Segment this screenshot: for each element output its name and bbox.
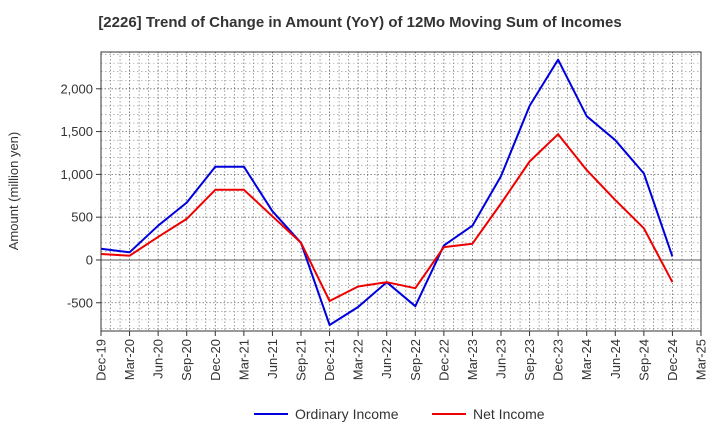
- chart-title: [2226] Trend of Change in Amount (YoY) o…: [98, 14, 622, 31]
- x-tick-label: Jun-24: [608, 339, 623, 379]
- y-tick-labels: -500 0 500 1,000 1,500 2,000: [60, 81, 101, 310]
- series-line-net-income: [100, 133, 674, 302]
- series-lines: [100, 58, 674, 326]
- x-tick-label: Jun-21: [265, 339, 280, 379]
- x-tick-label: Dec-22: [436, 339, 451, 381]
- x-tick-label: Sep-24: [636, 339, 651, 381]
- y-tick-label: 1,000: [60, 167, 93, 182]
- x-tick-label: Mar-22: [351, 339, 366, 380]
- x-tick-label: Sep-22: [408, 339, 423, 381]
- y-axis-label: Amount (million yen): [6, 132, 21, 251]
- legend-label-net-income: Net Income: [473, 406, 545, 422]
- plot-frame: [100, 51, 702, 332]
- x-tick-label: Sep-21: [294, 339, 309, 381]
- x-tick-label: Dec-19: [94, 339, 109, 381]
- x-tick-label: Dec-24: [665, 339, 680, 381]
- x-tick-label: Dec-23: [551, 339, 566, 381]
- x-tick-label: Mar-24: [579, 339, 594, 380]
- x-tick-label: Sep-20: [179, 339, 194, 381]
- x-tick-label: Dec-21: [322, 339, 337, 381]
- x-tick-label: Mar-25: [694, 339, 709, 380]
- y-tick-label: 500: [71, 210, 93, 225]
- x-tick-label: Jun-22: [379, 339, 394, 379]
- x-tick-labels: Dec-19 Mar-20 Jun-20 Sep-20 Dec-20 Mar-21 Jun-…: [94, 331, 709, 381]
- x-tick-label: Jun-20: [151, 339, 166, 379]
- legend: Ordinary Income Net Income: [254, 406, 545, 422]
- grid: [100, 52, 702, 331]
- x-tick-label: Jun-23: [494, 339, 509, 379]
- legend-label-ordinary-income: Ordinary Income: [295, 406, 399, 422]
- x-tick-label: Dec-20: [208, 339, 223, 381]
- y-tick-label: 0: [86, 252, 93, 267]
- y-tick-label: 2,000: [60, 81, 93, 96]
- x-tick-label: Sep-23: [522, 339, 537, 381]
- x-tick-label: Mar-20: [122, 339, 137, 380]
- y-tick-label: -500: [67, 295, 93, 310]
- x-tick-label: Mar-21: [236, 339, 251, 380]
- x-tick-label: Mar-23: [465, 339, 480, 380]
- y-tick-label: 1,500: [60, 124, 93, 139]
